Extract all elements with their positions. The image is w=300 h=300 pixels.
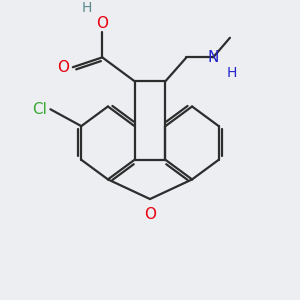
- Text: Cl: Cl: [32, 102, 47, 117]
- Text: H: H: [82, 1, 92, 15]
- Text: O: O: [57, 60, 69, 75]
- Text: H: H: [226, 66, 236, 80]
- Text: O: O: [96, 16, 108, 31]
- Text: O: O: [144, 208, 156, 223]
- Text: N: N: [207, 50, 219, 65]
